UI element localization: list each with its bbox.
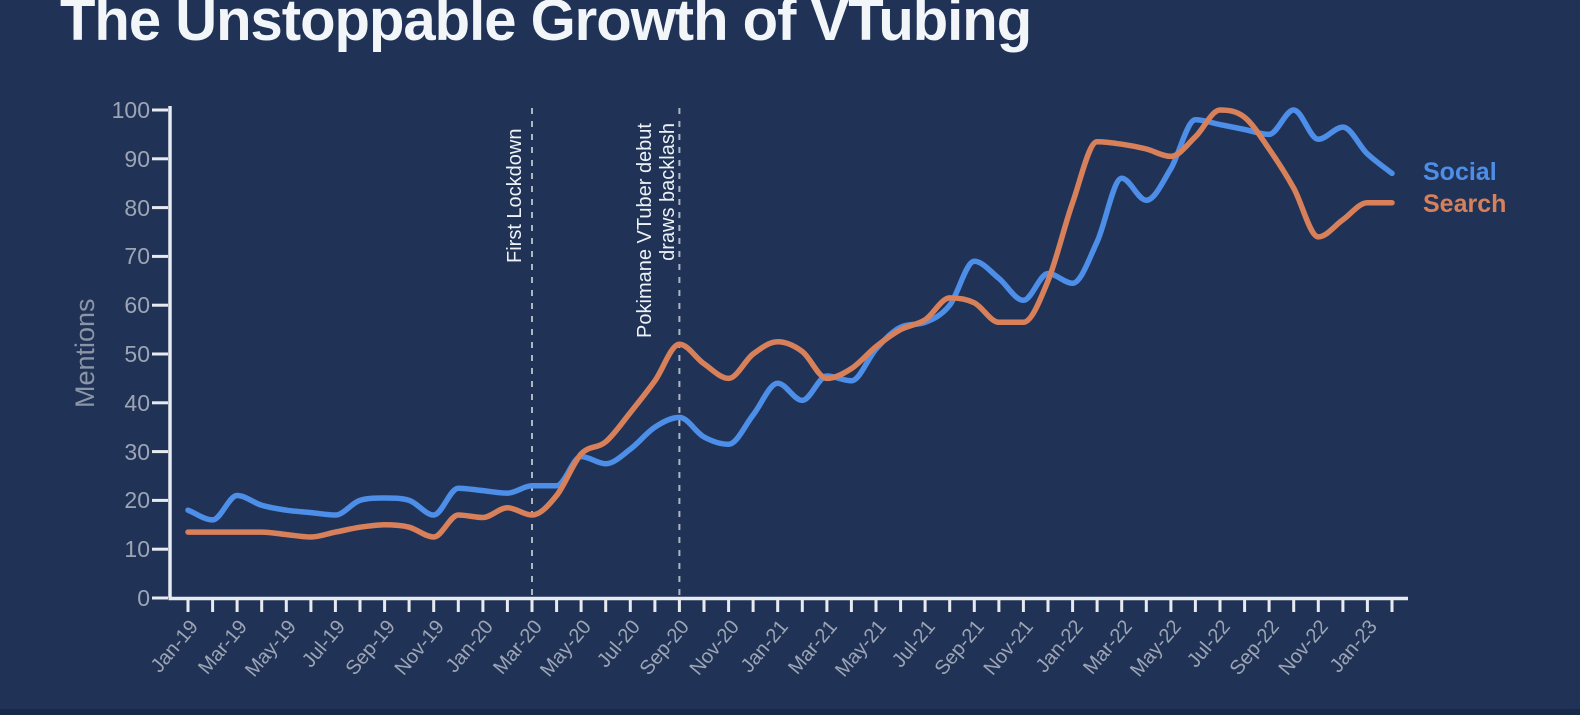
y-tick-label: 30: [124, 438, 150, 465]
y-tick-label: 70: [124, 243, 150, 270]
y-tick-label: 0: [137, 585, 150, 611]
chart-title: The Unstoppable Growth of VTubing: [60, 0, 1032, 53]
legend: Social Search: [1423, 156, 1506, 220]
annotation-first-lockdown: First Lockdown: [504, 128, 526, 264]
legend-label-social: Social: [1423, 158, 1497, 186]
legend-label-search: Search: [1423, 190, 1507, 218]
y-tick-label: 40: [124, 389, 150, 416]
y-tick-label: 60: [124, 292, 150, 319]
y-tick-label: 20: [124, 487, 150, 514]
y-tick-label: 50: [124, 341, 150, 367]
y-tick-label: 90: [124, 145, 150, 172]
y-tick-label: 80: [124, 194, 150, 221]
annotation-pokimane-debut: Pokimane VTuber debut draws backlash: [634, 123, 679, 338]
series-line-search: [185, 107, 1395, 540]
series-line-social: [185, 107, 1395, 523]
axes: [168, 106, 1408, 601]
y-tick-label: 100: [111, 97, 150, 123]
bottom-strip: [0, 709, 1580, 715]
y-tick-label: 10: [124, 536, 150, 563]
